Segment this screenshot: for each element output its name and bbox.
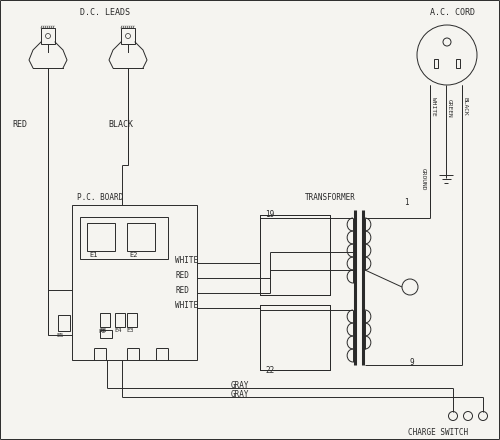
Text: WHITE: WHITE (175, 256, 198, 265)
Text: E1: E1 (89, 252, 98, 258)
Circle shape (464, 411, 472, 421)
Text: E2: E2 (129, 252, 138, 258)
Text: P.C. BOARD: P.C. BOARD (77, 193, 123, 202)
Bar (456, 59, 460, 68)
Text: E6: E6 (99, 328, 106, 333)
Circle shape (402, 279, 418, 295)
Bar (121, 28, 135, 44)
Bar (87, 223, 115, 251)
Circle shape (478, 411, 488, 421)
Text: RED: RED (175, 271, 189, 280)
Bar (58, 315, 70, 331)
Bar (41, 28, 55, 44)
Text: WHITE: WHITE (431, 97, 436, 116)
Bar (127, 313, 137, 327)
Text: BLACK: BLACK (463, 97, 468, 116)
Bar (80, 217, 168, 259)
Bar (260, 305, 330, 370)
Circle shape (448, 411, 458, 421)
Text: 1: 1 (404, 198, 408, 207)
Text: BLACK: BLACK (108, 120, 133, 129)
Bar (260, 215, 330, 295)
Circle shape (443, 38, 451, 46)
Text: GRAY: GRAY (231, 390, 249, 399)
Bar (72, 205, 197, 360)
Text: GROUND: GROUND (421, 168, 426, 191)
Circle shape (417, 25, 477, 85)
Bar (260, 215, 330, 295)
Text: RED: RED (12, 120, 27, 129)
Bar (115, 313, 125, 327)
Text: D.C. LEADS: D.C. LEADS (80, 8, 130, 17)
Bar (260, 305, 330, 370)
Text: CHARGE SWITCH: CHARGE SWITCH (408, 428, 468, 437)
Text: RED: RED (175, 286, 189, 295)
Text: TRANSFORMER: TRANSFORMER (305, 193, 356, 202)
Text: E4: E4 (114, 328, 122, 333)
Text: E3: E3 (126, 328, 134, 333)
Text: GRAY: GRAY (231, 381, 249, 390)
Bar (127, 223, 155, 251)
Bar (100, 330, 112, 338)
Text: A.C. CORD: A.C. CORD (430, 8, 474, 17)
Text: E5: E5 (56, 333, 64, 338)
Bar (434, 59, 438, 68)
Text: GREEN: GREEN (447, 99, 452, 118)
Text: 22: 22 (265, 366, 274, 375)
Text: WHITE: WHITE (175, 301, 198, 310)
Text: 19: 19 (265, 210, 274, 219)
Text: P2: P2 (98, 329, 106, 334)
Text: 9: 9 (410, 358, 414, 367)
Bar (100, 313, 110, 327)
